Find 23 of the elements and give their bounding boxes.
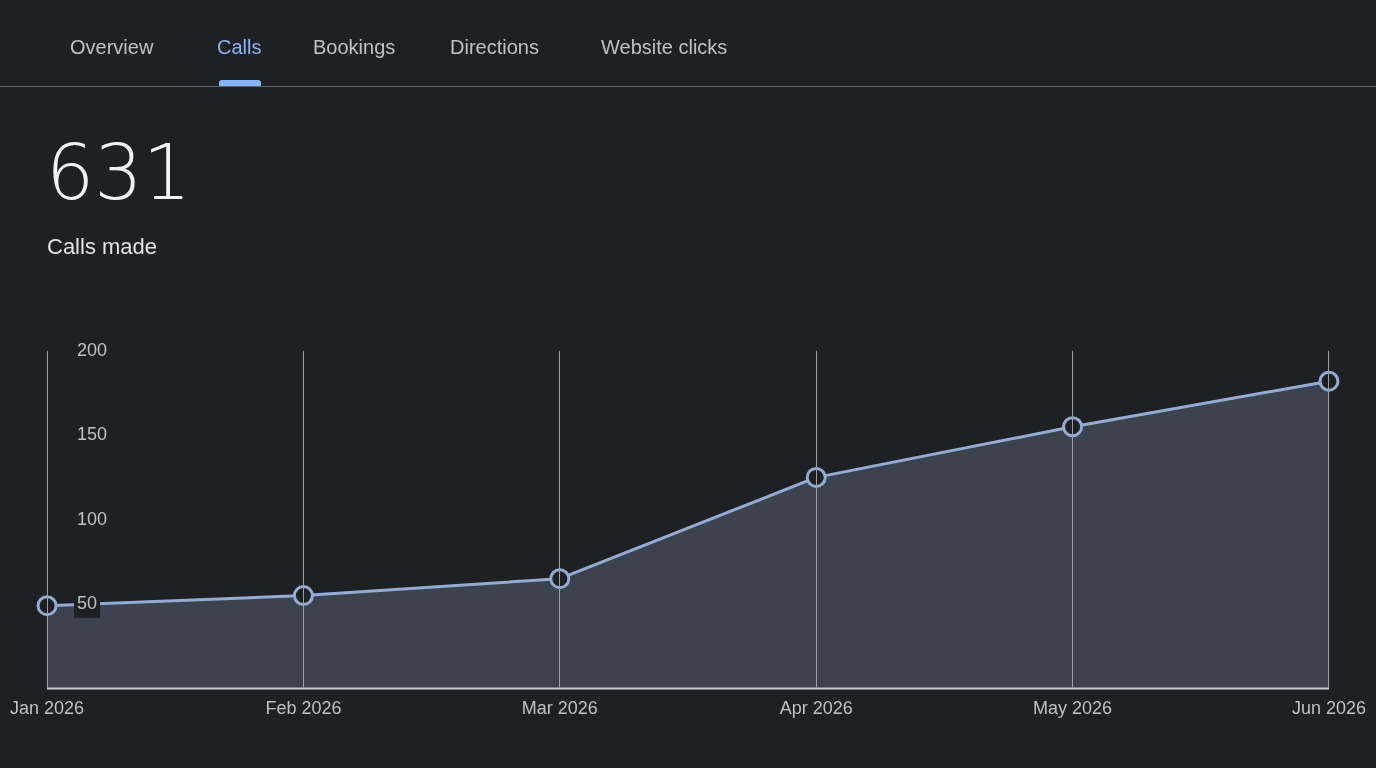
x-tick-label: Feb 2026 bbox=[265, 698, 342, 719]
point bbox=[1318, 370, 1340, 392]
text: Website clicks bbox=[601, 36, 728, 59]
point bbox=[549, 568, 571, 590]
x-tick-label: Jan 2026 bbox=[9, 698, 85, 719]
x-tick-label: Jun 2026 bbox=[1291, 698, 1367, 719]
text: Directions bbox=[450, 36, 539, 59]
chart-subtitle: Calls made bbox=[47, 234, 158, 260]
text: Overview bbox=[70, 36, 154, 59]
chart-title: 631 bbox=[46, 128, 192, 217]
x-tick-label: May 2026 bbox=[1033, 698, 1113, 719]
y-tick-label: 150 bbox=[77, 424, 108, 445]
point bbox=[1062, 416, 1084, 438]
point bbox=[292, 585, 314, 607]
point bbox=[36, 595, 58, 617]
text: Bookings bbox=[313, 36, 396, 59]
y-tick-label: 100 bbox=[77, 508, 108, 529]
text: Calls bbox=[217, 36, 262, 59]
x-tick-label: Apr 2026 bbox=[779, 698, 853, 719]
y-tick-label: 200 bbox=[77, 339, 108, 360]
point bbox=[805, 466, 827, 488]
y-tick-label: 50 bbox=[77, 592, 98, 613]
x-tick-label: Mar 2026 bbox=[521, 698, 598, 719]
